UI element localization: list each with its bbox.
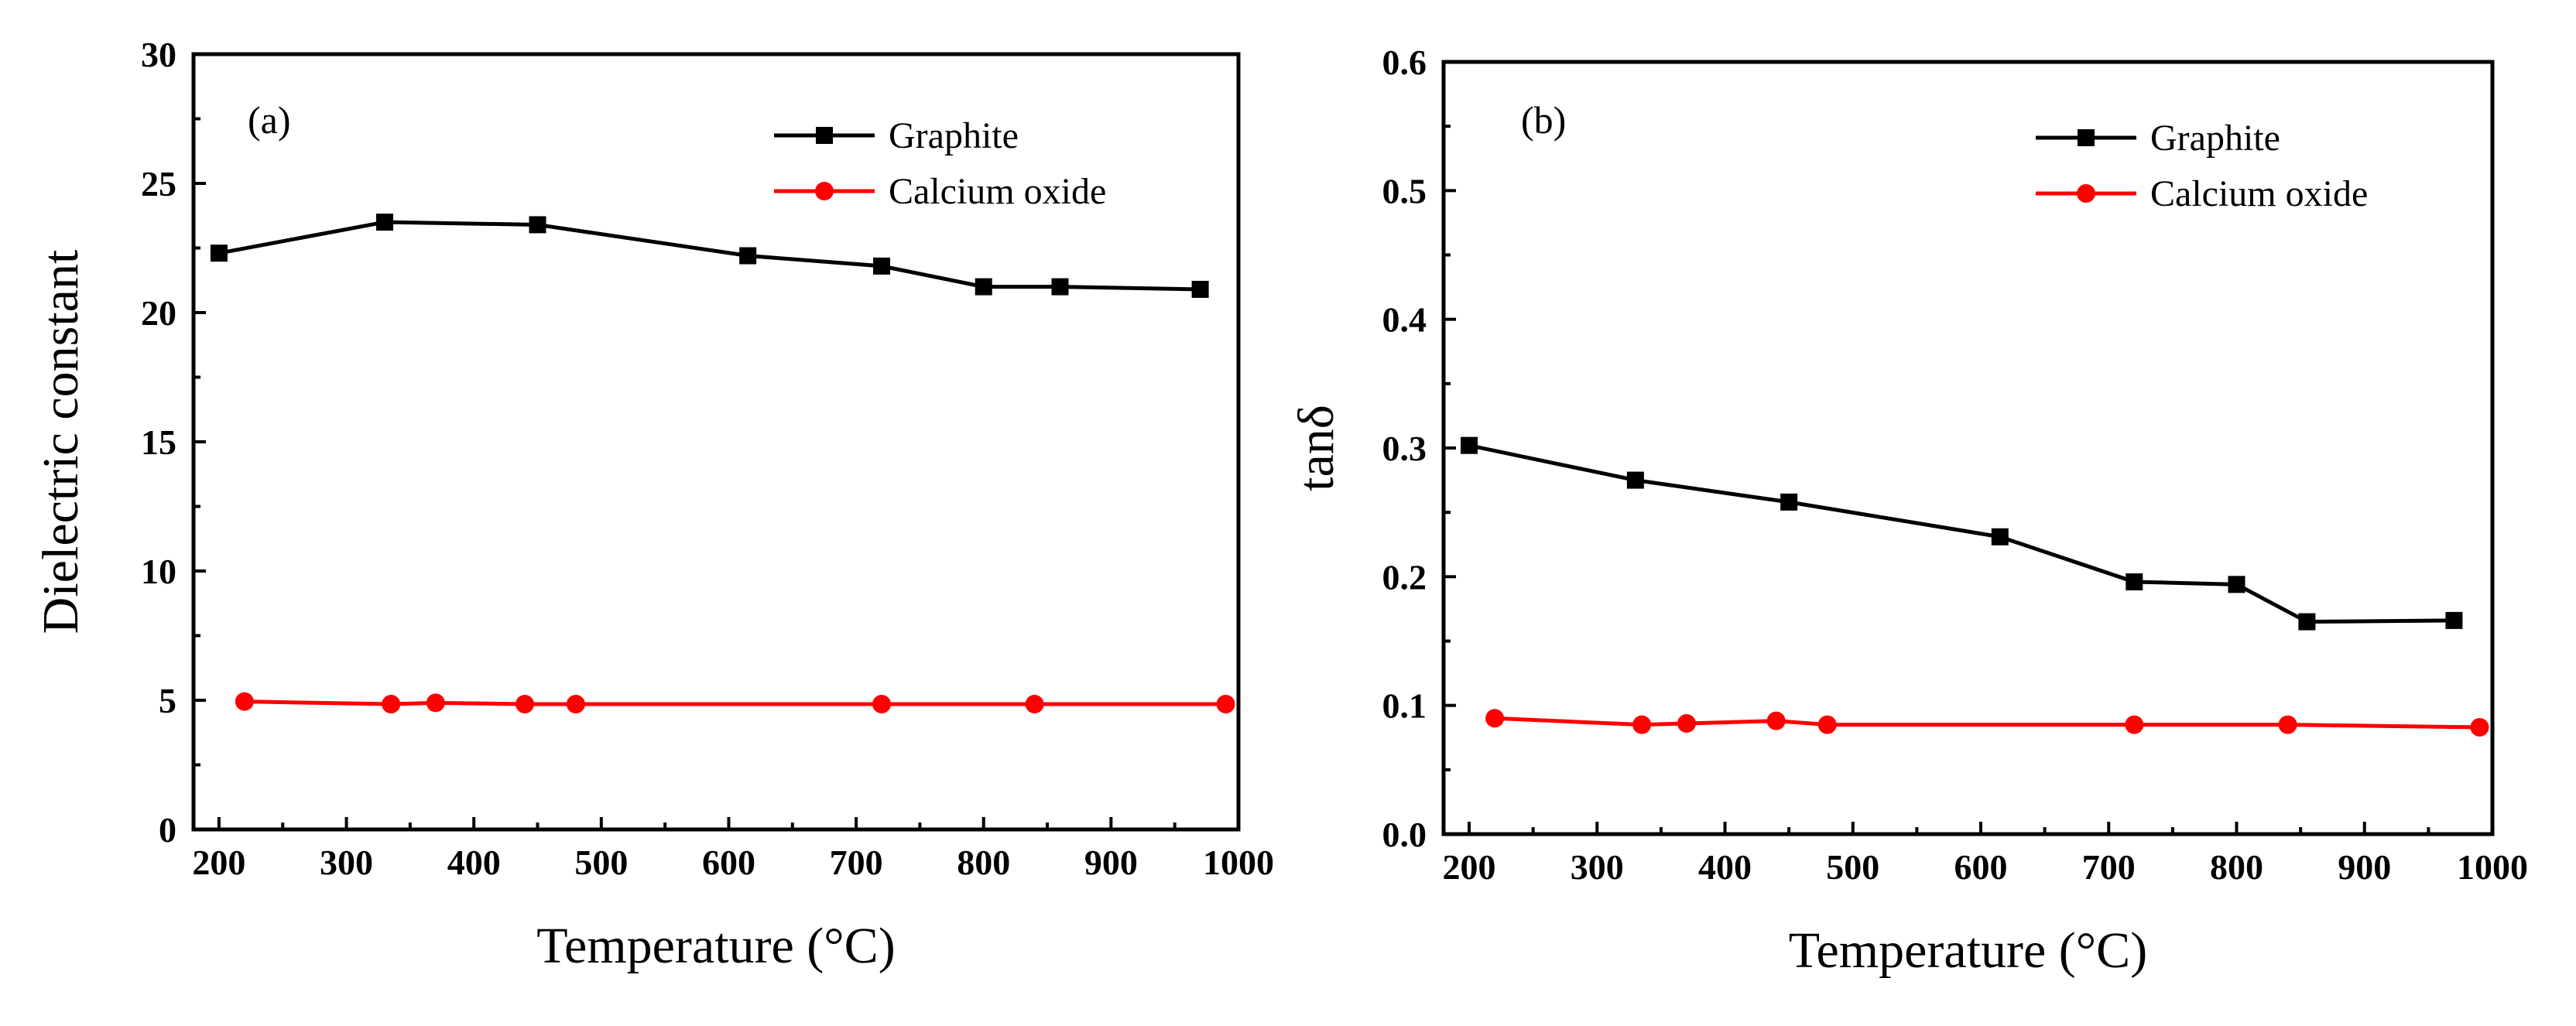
y-tick-label: 0.5 [1382, 171, 1427, 210]
data-point-graphite [210, 245, 228, 262]
data-point-graphite [739, 247, 757, 265]
x-tick-label: 600 [1954, 847, 2008, 887]
panel-label: (b) [1521, 98, 1566, 142]
data-point-graphite [1991, 528, 2009, 545]
data-point-calcium-oxide [1025, 695, 1044, 714]
data-point-graphite [975, 278, 992, 296]
y-tick-label: 20 [141, 293, 176, 333]
x-tick-label: 200 [192, 843, 245, 882]
data-point-calcium-oxide [382, 695, 401, 714]
data-point-calcium-oxide [1677, 713, 1696, 733]
x-tick-label: 800 [957, 843, 1010, 882]
data-point-graphite [1780, 493, 1798, 511]
x-tick-label: 700 [830, 843, 883, 882]
data-point-graphite [2228, 576, 2245, 593]
y-tick-label: 0.0 [1382, 815, 1427, 854]
y-tick-label: 25 [141, 164, 176, 203]
data-point-calcium-oxide [2125, 715, 2144, 734]
data-point-calcium-oxide [1766, 711, 1786, 730]
x-tick-label: 300 [320, 843, 373, 882]
legend-marker-circle [2077, 184, 2095, 203]
x-tick-label: 900 [1084, 843, 1138, 882]
y-tick-label: 0.2 [1382, 557, 1427, 597]
x-tick-label: 200 [1443, 847, 1496, 887]
legend-label: Calcium oxide [2150, 173, 2368, 214]
series-line-graphite [218, 220, 1201, 292]
legend-marker-circle [815, 182, 834, 200]
legend-label: Graphite [2150, 118, 2280, 159]
y-tick-label: 0.6 [1382, 43, 1427, 82]
legend-marker-square [816, 127, 833, 144]
x-axis-title: Temperature (°C) [536, 918, 895, 974]
x-tick-label: 600 [702, 843, 755, 882]
data-point-graphite [375, 214, 393, 231]
y-tick-label: 0.4 [1382, 300, 1427, 340]
data-point-calcium-oxide [1632, 715, 1652, 734]
data-point-graphite [1461, 436, 1478, 454]
data-point-calcium-oxide [426, 693, 445, 713]
data-point-graphite [873, 257, 891, 275]
data-point-calcium-oxide [2278, 715, 2297, 734]
data-point-graphite [1626, 471, 1644, 489]
x-tick-label: 1000 [1203, 843, 1274, 882]
x-tick-label: 1000 [2457, 847, 2528, 887]
x-tick-label: 300 [1571, 847, 1624, 887]
y-tick-label: 5 [159, 681, 176, 720]
data-point-graphite [1191, 280, 1209, 298]
series-line-graphite [1468, 443, 2454, 624]
data-point-calcium-oxide [516, 695, 535, 714]
legend-label: Graphite [889, 115, 1019, 156]
data-point-calcium-oxide [2470, 717, 2489, 737]
y-tick-label: 10 [141, 552, 176, 591]
x-axis-title: Temperature (°C) [1789, 922, 2147, 979]
legend-marker-square [2078, 129, 2095, 146]
data-point-calcium-oxide [1216, 695, 1235, 714]
x-tick-label: 500 [1826, 847, 1879, 887]
data-point-calcium-oxide [1817, 715, 1837, 734]
x-tick-label: 500 [574, 843, 628, 882]
panel-label: (a) [248, 98, 291, 142]
y-tick-label: 0.3 [1382, 429, 1427, 468]
y-tick-label: 30 [141, 35, 176, 74]
data-point-calcium-oxide [566, 695, 585, 714]
data-point-graphite [2445, 611, 2463, 629]
x-tick-label: 800 [2210, 847, 2263, 887]
y-tick-label: 15 [141, 422, 176, 462]
data-point-graphite [1051, 278, 1069, 296]
data-point-calcium-oxide [235, 692, 254, 711]
x-tick-label: 400 [1698, 847, 1752, 887]
data-point-calcium-oxide [872, 695, 892, 714]
x-tick-label: 400 [447, 843, 501, 882]
data-point-calcium-oxide [1485, 709, 1505, 728]
y-axis-title: tanδ [1288, 405, 1345, 491]
panel-a: 200 300 400 500 600 700 800 900 1000 0 5 10 15 20 25 30… [33, 35, 1274, 974]
x-tick-label: 700 [2082, 847, 2136, 887]
x-tick-label: 900 [2338, 847, 2391, 887]
y-tick-label: 0.1 [1382, 686, 1427, 726]
panel-b: 200 300 400 500 600 700 800 900 1000 0.0 0.1 0.2 0.3… [1288, 43, 2528, 979]
legend-label: Calcium oxide [889, 171, 1106, 212]
data-point-graphite [529, 216, 546, 234]
data-point-graphite [2126, 573, 2143, 590]
y-axis-title: Dielectric constant [33, 250, 89, 634]
data-point-graphite [2298, 613, 2316, 631]
y-tick-label: 0 [159, 810, 176, 850]
